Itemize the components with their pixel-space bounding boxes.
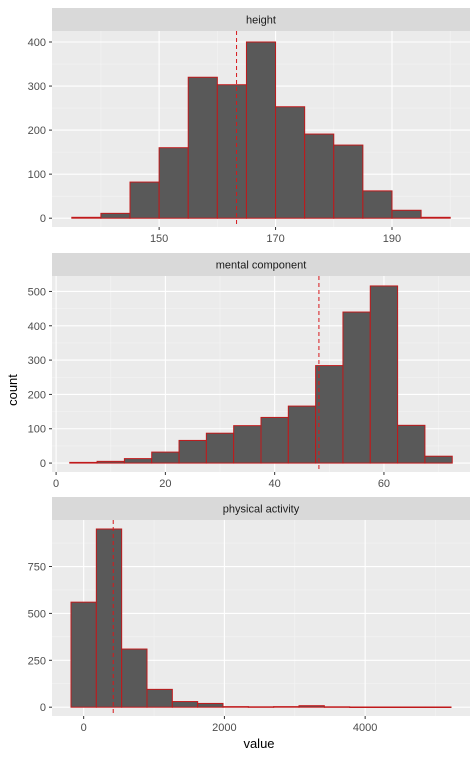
histogram-bar: [247, 706, 275, 708]
y-tick-label: 0: [40, 213, 46, 225]
histogram-bar: [273, 706, 300, 708]
histogram-bar: [205, 432, 235, 464]
x-tick-label: 4000: [353, 722, 377, 734]
histogram-bar: [420, 216, 451, 219]
histogram-bar: [216, 84, 247, 219]
y-tick-label: 400: [28, 37, 46, 49]
histogram-bar: [146, 688, 173, 708]
histogram-bar: [260, 416, 289, 464]
y-tick-label: 100: [28, 424, 46, 436]
y-axis-title: count: [5, 374, 20, 406]
x-tick-label: 2000: [212, 722, 236, 734]
facet-physical-activity: physical activity 0 2000 4000 0 250 500 750: [28, 497, 470, 734]
facet-strip-physical-activity: [52, 497, 470, 520]
y-tick-label: 200: [28, 389, 46, 401]
facet-strip-label-height: height: [246, 15, 276, 27]
histogram-bar: [425, 706, 452, 708]
histogram-bar: [287, 405, 317, 464]
histogram-bar: [399, 706, 427, 708]
facet-mental-component: mental component 0 20 40 60 0 100 200 300 400 500: [28, 253, 470, 490]
y-tick-label: 0: [40, 702, 46, 714]
histogram-bar: [323, 706, 351, 708]
facet-strip-label-physical-activity: physical activity: [223, 504, 300, 516]
facet-height: height 150 170 190 0 100 200 300 400: [28, 8, 470, 245]
histogram-bar: [374, 706, 401, 708]
histogram-bar: [197, 702, 224, 708]
histogram-bar: [151, 451, 180, 464]
histogram-bar: [129, 181, 160, 219]
histogram-bar: [333, 144, 364, 219]
histogram-bar: [71, 216, 102, 219]
y-tick-label: 500: [28, 608, 46, 620]
y-tick-label: 300: [28, 355, 46, 367]
histogram-bar: [369, 285, 399, 464]
histogram-bar: [171, 701, 199, 708]
x-axis-title: value: [243, 736, 274, 751]
x-tick-label: 0: [81, 722, 87, 734]
y-tick-label: 100: [28, 169, 46, 181]
histogram-bar: [187, 76, 218, 219]
facet-strip-label-mental-component: mental component: [216, 260, 307, 272]
y-tick-label: 400: [28, 321, 46, 333]
histogram-bar: [121, 648, 148, 708]
y-tick-label: 250: [28, 655, 46, 667]
y-tick-label: 200: [28, 125, 46, 137]
x-tick-label: 0: [53, 478, 59, 490]
histogram-bar: [95, 528, 123, 708]
x-tick-label: 60: [378, 478, 390, 490]
histogram-bar: [342, 311, 371, 464]
y-tick-label: 0: [40, 458, 46, 470]
histogram-bar: [123, 458, 153, 464]
histogram-bar: [245, 41, 277, 219]
x-tick-label: 40: [269, 478, 281, 490]
facet-strip-height: [52, 8, 470, 31]
histogram-bar: [349, 706, 376, 708]
histogram-bar: [362, 190, 393, 219]
histogram-bar: [315, 365, 344, 464]
histogram-bar: [275, 106, 306, 219]
x-tick-label: 150: [150, 233, 168, 245]
y-tick-label: 300: [28, 81, 46, 93]
histogram-bar: [298, 705, 325, 708]
histogram-bar: [100, 212, 131, 219]
histogram-bar: [96, 460, 125, 464]
y-tick-label: 750: [28, 562, 46, 574]
histogram-bar: [397, 424, 426, 464]
histogram-bar: [391, 209, 422, 219]
histogram-bar: [304, 133, 335, 219]
y-tick-label: 500: [28, 286, 46, 298]
histogram-bar: [178, 439, 207, 464]
histogram-bar: [70, 601, 97, 708]
x-tick-label: 170: [266, 233, 284, 245]
histogram-bar: [424, 455, 453, 464]
x-tick-label: 20: [159, 478, 171, 490]
histogram-bar: [69, 461, 98, 464]
x-tick-label: 190: [383, 233, 401, 245]
histogram-bar: [158, 147, 189, 219]
facet-strip-mental-component: [52, 253, 470, 276]
histogram-bar: [222, 706, 249, 708]
histogram-bar: [233, 425, 262, 464]
